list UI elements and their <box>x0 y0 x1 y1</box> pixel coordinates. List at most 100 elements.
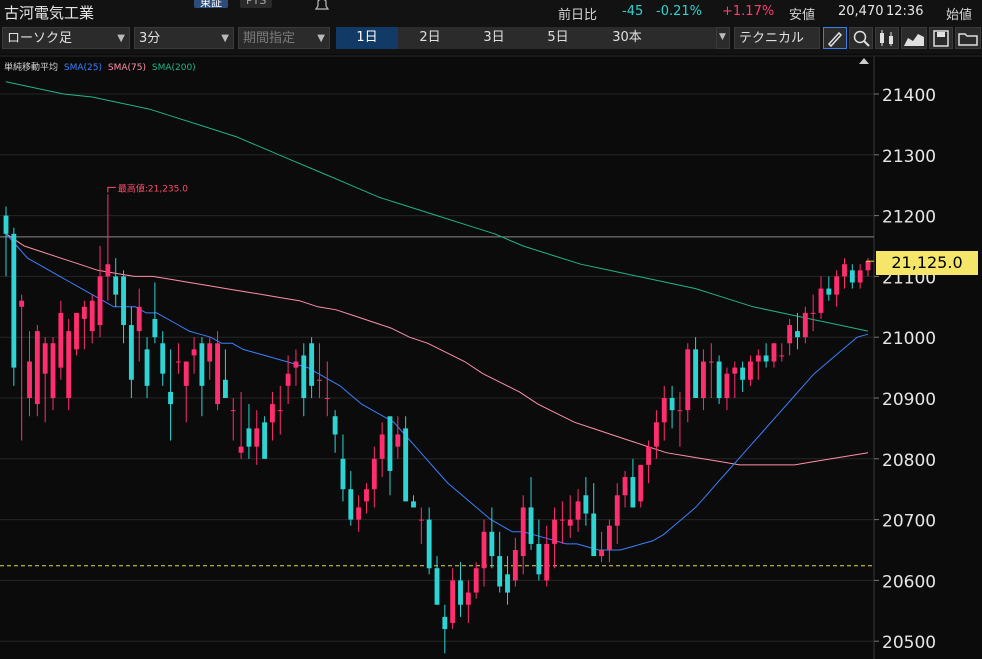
tab-5day[interactable]: 5日 <box>547 30 569 45</box>
market-tag-tse[interactable]: 東証 <box>194 0 228 9</box>
candle-body <box>528 507 534 544</box>
candle-body <box>755 355 761 362</box>
candle-body <box>575 501 581 520</box>
last-price-badge: 21,125.0 <box>876 251 978 275</box>
candle-body <box>630 477 636 508</box>
candle-body <box>763 355 769 362</box>
candle-body <box>332 416 338 435</box>
candle-body <box>11 233 17 368</box>
tab-2day[interactable]: 2日 <box>419 30 441 45</box>
candle-body <box>301 355 307 398</box>
more-menu-button[interactable]: ▼ <box>716 27 730 49</box>
candle-body <box>748 361 753 380</box>
candle-body <box>277 410 283 412</box>
sma200-line <box>5 81 869 332</box>
pen-tool-button[interactable] <box>823 27 847 49</box>
tab-1day[interactable]: 1日 <box>336 27 398 49</box>
tab-3day[interactable]: 3日 <box>483 30 505 45</box>
candle-body <box>795 331 800 338</box>
y-tick-label: 21000 <box>882 329 936 349</box>
candle-body <box>646 446 652 465</box>
candle-body <box>771 343 777 362</box>
tab-30bars[interactable]: 30本 <box>612 30 642 45</box>
y-tick-label: 21300 <box>882 147 936 167</box>
candle-body <box>160 343 166 374</box>
chart-type-select[interactable]: ローソク足 ▼ <box>2 27 130 49</box>
candle-body <box>152 318 158 338</box>
chart-type-value: ローソク足 <box>7 31 73 46</box>
legend-sma75: SMA(75) <box>107 63 146 73</box>
candle-body <box>113 276 119 295</box>
candle-body <box>653 422 659 447</box>
candle-body <box>215 343 221 405</box>
candle-body <box>144 349 150 386</box>
open-folder-button[interactable] <box>955 27 981 49</box>
candle-body <box>3 215 9 234</box>
candle-type-icon <box>880 30 893 46</box>
candle-body <box>638 464 644 502</box>
bell-icon[interactable] <box>312 0 332 10</box>
save-button[interactable] <box>929 27 953 49</box>
candle-body <box>230 410 236 412</box>
candle-body <box>512 550 518 581</box>
candle-body <box>701 361 706 398</box>
candle-body <box>802 312 808 338</box>
candle-body <box>418 519 424 521</box>
candle-body <box>128 325 134 380</box>
candle-body <box>387 416 393 471</box>
candle-body <box>591 513 597 557</box>
candle-body <box>222 379 228 398</box>
candle-body <box>50 343 56 398</box>
candle-body <box>348 489 354 520</box>
y-tick-label: 20600 <box>882 572 936 592</box>
technical-label: テクニカル <box>739 31 805 46</box>
candle-body <box>677 410 683 412</box>
candle-body <box>81 306 87 319</box>
change-pct: -0.21% <box>656 4 702 19</box>
candle-body <box>364 489 369 502</box>
candle-body <box>340 458 346 490</box>
candle-body <box>42 343 48 374</box>
candle-body <box>552 519 557 544</box>
candle-body <box>34 331 40 405</box>
zoom-button[interactable] <box>849 27 873 49</box>
candle-body <box>19 300 25 307</box>
candle-body <box>168 391 173 405</box>
chevron-down-icon: ▼ <box>221 33 229 44</box>
sma-legend: 単純移動平均 SMA(25) SMA(75) SMA(200) <box>4 60 199 73</box>
interval-select[interactable]: 3分 ▼ <box>134 27 234 49</box>
high-annotation-label: 最高値:21,235.0 <box>118 182 188 194</box>
y-tick-label: 21400 <box>882 86 936 106</box>
candle-body <box>262 422 268 459</box>
area-chart-icon <box>904 34 924 46</box>
candle-body <box>293 361 299 368</box>
candle-body <box>505 574 510 593</box>
candle-body <box>787 325 793 344</box>
candle-body <box>465 592 471 605</box>
change-label: 前日比 <box>558 8 598 23</box>
y-tick-label: 20800 <box>882 451 936 471</box>
interval-value: 3分 <box>139 31 161 46</box>
technical-button[interactable]: テクニカル <box>734 27 820 49</box>
candle-body <box>544 543 550 581</box>
period-select[interactable]: 期間指定 ▼ <box>238 27 330 49</box>
candle-body <box>238 446 244 453</box>
area-chart-button[interactable] <box>901 27 927 49</box>
candle-body <box>606 525 612 550</box>
candle-body <box>317 379 322 381</box>
candle-body <box>669 398 675 411</box>
candle-body <box>27 361 32 398</box>
candle-body <box>395 434 401 447</box>
candle-body <box>442 616 448 630</box>
candle-body <box>58 312 64 368</box>
candle-body <box>818 288 824 313</box>
high-annotation-pointer <box>107 186 116 193</box>
candle-body <box>136 306 142 332</box>
candle-body <box>473 568 479 593</box>
save-icon <box>933 30 949 47</box>
header-bar: 古河電気工業 東証 PTS 前日比 -45 -0.21% +1.17% 安値 2… <box>0 0 982 26</box>
candle-type-button[interactable] <box>875 27 899 49</box>
market-tag-pts[interactable]: PTS <box>240 0 273 8</box>
candle-body <box>740 367 746 380</box>
